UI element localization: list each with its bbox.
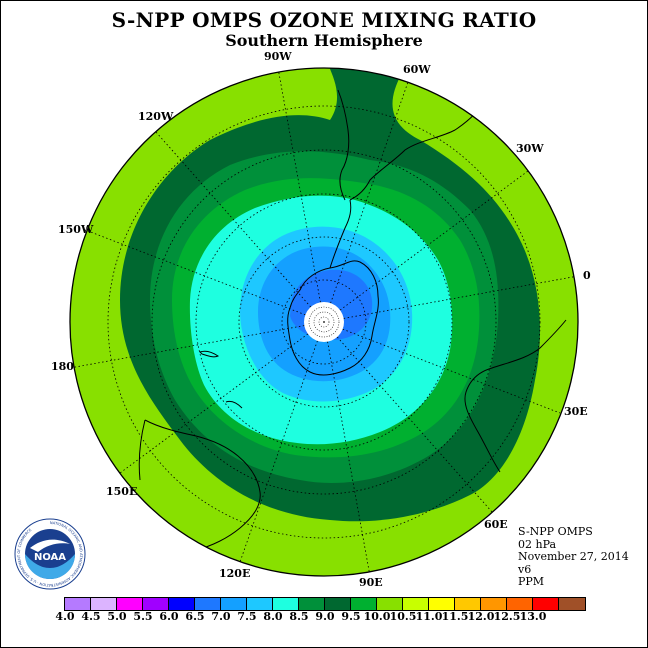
label-120w: 120W: [138, 110, 174, 123]
color-bar-label: 4.0: [55, 610, 75, 623]
pole-ring-1: [318, 316, 330, 328]
pole-ring-2: [313, 311, 335, 333]
color-bar-label: 12.5: [493, 610, 521, 623]
color-swatch: [299, 598, 325, 610]
label-180: 180: [51, 360, 74, 373]
color-bar-label: 9.0: [315, 610, 335, 623]
color-swatch: [325, 598, 351, 610]
color-swatch: [377, 598, 403, 610]
color-swatch: [91, 598, 117, 610]
color-swatch: [65, 598, 91, 610]
color-bar-label: 10.0: [363, 610, 391, 623]
color-swatch: [429, 598, 455, 610]
color-bar-label: 11.0: [415, 610, 443, 623]
color-bar-label: 7.0: [211, 610, 231, 623]
info-level: 02 hPa: [518, 537, 557, 551]
meridian-lines: [70, 68, 578, 576]
color-bar-label: 13.0: [519, 610, 547, 623]
color-bar-label: 4.5: [81, 610, 101, 623]
page-subtitle: Southern Hemisphere: [225, 31, 423, 50]
label-0: 0: [583, 269, 591, 282]
color-bar: [64, 597, 586, 611]
info-instrument: S-NPP OMPS: [518, 525, 593, 538]
color-bar-label: 6.5: [185, 610, 205, 623]
color-swatch: [143, 598, 169, 610]
color-swatch: [533, 598, 559, 610]
color-bar-label: 7.5: [237, 610, 257, 623]
color-bar-label: 5.0: [107, 610, 127, 623]
color-swatch: [455, 598, 481, 610]
label-120e: 120E: [219, 567, 250, 580]
pole-point: [323, 321, 325, 323]
color-swatch: [351, 598, 377, 610]
color-swatch: [221, 598, 247, 610]
color-bar-label: 11.5: [441, 610, 469, 623]
label-30w: 30W: [516, 142, 544, 155]
color-swatch: [559, 598, 585, 610]
color-swatch: [403, 598, 429, 610]
color-bar-label: 9.5: [341, 610, 361, 623]
info-date: November 27, 2014: [518, 550, 629, 564]
label-90e: 90E: [359, 576, 383, 589]
label-60e: 60E: [484, 518, 508, 531]
pole-ring-3: [308, 306, 340, 338]
latitude-circles: [107, 105, 541, 539]
map-border: [69, 67, 579, 577]
label-60w: 60W: [403, 63, 431, 76]
info-block: S-NPP OMPS 02 hPa November 27, 2014 v6 P…: [518, 525, 629, 589]
color-swatch: [273, 598, 299, 610]
color-bar-label: 8.0: [263, 610, 283, 623]
coastlines: [138, 89, 567, 551]
color-bar-label: 6.0: [159, 610, 179, 623]
label-150e: 150E: [106, 485, 137, 498]
color-bar-label: 12.0: [467, 610, 495, 623]
info-units: PPM: [518, 575, 545, 589]
color-swatch: [169, 598, 195, 610]
label-30e: 30E: [564, 405, 588, 418]
info-version: v6: [518, 562, 532, 576]
color-bar-label: 8.5: [289, 610, 309, 623]
color-swatch: [195, 598, 221, 610]
color-swatch: [117, 598, 143, 610]
page-title: S-NPP OMPS OZONE MIXING RATIO: [111, 8, 537, 32]
color-swatch: [481, 598, 507, 610]
label-90w: 90W: [264, 50, 292, 63]
color-bar-label: 10.5: [389, 610, 417, 623]
color-swatch: [507, 598, 533, 610]
logo-text: NOAA: [34, 552, 66, 563]
noaa-logo: NOAA NATIONAL OCEANIC AND ATMOSPHERIC AD…: [14, 518, 86, 590]
label-150w: 150W: [58, 223, 94, 236]
color-swatch: [247, 598, 273, 610]
color-bar-label: 5.5: [133, 610, 153, 623]
